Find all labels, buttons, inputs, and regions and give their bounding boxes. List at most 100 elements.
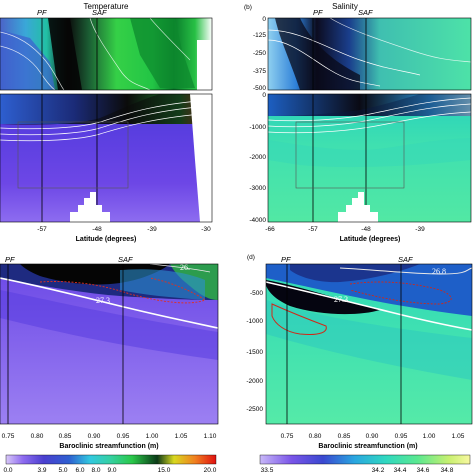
panel-d-red-contour xyxy=(271,303,327,335)
panel-a-xtick: -39 xyxy=(147,226,157,233)
panel-d-ytick: -1500 xyxy=(246,349,263,356)
panel-d-xtick: 0.95 xyxy=(395,433,408,440)
panel-b-ytick: -2000 xyxy=(249,154,266,161)
panel-d-isohaline-white xyxy=(265,281,473,331)
panel-c-colorbar-tick: 8.0 xyxy=(91,467,100,474)
panel-a-lower-front-wedge xyxy=(0,94,212,125)
panel-d-frame xyxy=(265,263,473,425)
panel-c: PF SAF 27.3 26. 0.75 0.80 0.85 0.90 0.95… xyxy=(0,255,219,474)
panel-c-colorbar-tick: 3.9 xyxy=(37,467,46,474)
panel-a-title: Temperature xyxy=(84,2,129,11)
panel-c-contour-label: 27.3 xyxy=(96,296,110,305)
panel-c-colorbar-tick: 5.0 xyxy=(58,467,67,474)
panel-c-xlabel: Baroclinic streamfunction (m) xyxy=(59,443,158,450)
panel-b-upper-isohaline-3 xyxy=(329,17,472,63)
panel-c-colorbar-tick: 6.0 xyxy=(75,467,84,474)
panel-c-xtick: 0.90 xyxy=(88,433,101,440)
panel-d-xtick: 0.90 xyxy=(366,433,379,440)
panel-b-lower-isohaline-3 xyxy=(267,111,472,134)
panel-a-xtick: -48 xyxy=(92,226,102,233)
panel-d-colorbar-tick: 34.8 xyxy=(441,467,454,474)
panel-d-colorbar-tick: 34.2 xyxy=(372,467,385,474)
panel-a-upper-isotherm-4 xyxy=(149,17,191,61)
panel-b-upper-frame xyxy=(267,17,472,91)
panel-b-ytick: -3000 xyxy=(249,185,266,192)
panel-a-upper-warm-core xyxy=(130,18,195,88)
panel-a-upper-front-band xyxy=(48,18,82,90)
panel-d-front-pf: PF xyxy=(281,255,291,264)
panel-a-upper-frame xyxy=(0,17,213,91)
panel-d-label: (d) xyxy=(247,254,255,261)
panel-a-lower-isotherm-3 xyxy=(0,112,213,142)
panel-c-xtick: 1.00 xyxy=(146,433,159,440)
panel-b-lower-top-band xyxy=(268,94,471,116)
panel-b-upper-isohaline-2 xyxy=(267,29,421,76)
panel-c-colorbar-tick: 9.0 xyxy=(107,467,116,474)
panel-b-label: (b) xyxy=(244,4,252,11)
panel-b-lower-yticks: 0 -1000 -2000 -3000 -4000 xyxy=(249,92,266,224)
panel-b-xtick: -57 xyxy=(308,226,318,233)
panel-c-mid-band xyxy=(0,290,218,360)
panel-b-xtick: -39 xyxy=(415,226,425,233)
panel-c-contour-label: 26. xyxy=(180,263,190,272)
panel-d-colorbar-tick: 34.6 xyxy=(417,467,430,474)
panel-d-contour-label: 26.8 xyxy=(432,267,446,276)
panel-d-xtick: 1.00 xyxy=(423,433,436,440)
panel-a-upper-cutout xyxy=(197,40,213,90)
panel-d: (d) PF SAF 27.3 26.8 -500 -1000 -1500 -2… xyxy=(246,254,473,474)
panel-c-colorbar-tick: 20.0 xyxy=(204,467,217,474)
panel-b-upper-isohaline-1 xyxy=(267,39,381,87)
panel-b-title: Salinity xyxy=(332,2,358,11)
panel-d-xticks: 0.75 0.80 0.85 0.90 0.95 1.00 1.05 xyxy=(281,433,465,440)
panel-b-upper-yticks: 0 -125 -250 -375 -500 xyxy=(253,16,266,92)
panel-d-teal-band xyxy=(266,300,472,380)
panel-a-upper-cold-tongue xyxy=(0,30,55,90)
panel-d-red-dashed-contour xyxy=(349,281,452,305)
panel-a-front-saf: SAF xyxy=(92,8,107,17)
panel-c-xtick: 0.75 xyxy=(2,433,15,440)
panel-a-lower-frame xyxy=(0,93,213,223)
panel-c-xtick: 0.85 xyxy=(59,433,72,440)
panel-a-upper-isotherm-2 xyxy=(0,45,56,91)
panel-b-ytick: -500 xyxy=(253,85,266,92)
panel-b-lower-frame xyxy=(267,93,472,223)
panel-a-xticks: -57 -48 -39 -30 xyxy=(37,226,211,233)
panel-c-xtick: 0.80 xyxy=(31,433,44,440)
panel-c-isotherm-white xyxy=(0,277,219,329)
panel-c-colorbar-tick: 0.0 xyxy=(3,467,12,474)
panel-b-upper-low-salinity-core xyxy=(275,18,360,90)
panel-a-xtick: -30 xyxy=(201,226,211,233)
panel-b-ytick: -375 xyxy=(253,68,266,75)
panel-d-front-saf: SAF xyxy=(398,255,413,264)
panel-a-lower-land-right xyxy=(190,94,212,222)
panel-b-ytick: -125 xyxy=(253,32,266,39)
panel-d-dark-blue-core xyxy=(290,264,420,283)
panel-c-xtick: 1.05 xyxy=(175,433,188,440)
panel-c-frame xyxy=(0,263,219,425)
panel-c-isotherm-upper xyxy=(149,263,211,273)
panel-d-xtick: 1.05 xyxy=(452,433,465,440)
panel-b-lower-isohaline-2 xyxy=(267,103,472,128)
panel-d-isohaline-upper xyxy=(339,267,473,275)
panel-b-lower-isohaline-1 xyxy=(267,97,472,122)
panel-a-xlabel: Latitude (degrees) xyxy=(76,236,137,243)
panel-c-colorbar-ticks: 0.0 3.9 5.0 6.0 8.0 9.0 15.0 20.0 xyxy=(3,467,216,474)
panel-c-front-pf: PF xyxy=(5,255,15,264)
panel-d-ytick: -2000 xyxy=(246,378,263,385)
panel-d-colorbar-ticks: 33.5 34.2 34.4 34.6 34.8 xyxy=(261,467,454,474)
panel-d-yticks: -500 -1000 -1500 -2000 -2500 xyxy=(246,290,263,413)
panel-a-upper-isotherm-1 xyxy=(0,31,65,91)
panel-b-front-saf: SAF xyxy=(358,8,373,17)
panel-b-ytick: 0 xyxy=(262,92,266,99)
panel-b-xtick: -66 xyxy=(265,226,275,233)
panel-b-ytick: -1000 xyxy=(249,124,266,131)
panel-b-xticks: -66 -57 -48 -39 xyxy=(265,226,425,233)
panel-b-lower-topography xyxy=(338,192,378,222)
panel-c-dashed-contour xyxy=(39,277,206,304)
panel-b-ytick: -4000 xyxy=(249,217,266,224)
panel-c-colorbar xyxy=(5,454,217,465)
panel-b-lower-deep-tongue xyxy=(268,138,471,168)
panel-d-colorbar xyxy=(259,454,471,465)
panel-c-xticks: 0.75 0.80 0.85 0.90 0.95 1.00 1.05 1.10 xyxy=(2,433,217,440)
